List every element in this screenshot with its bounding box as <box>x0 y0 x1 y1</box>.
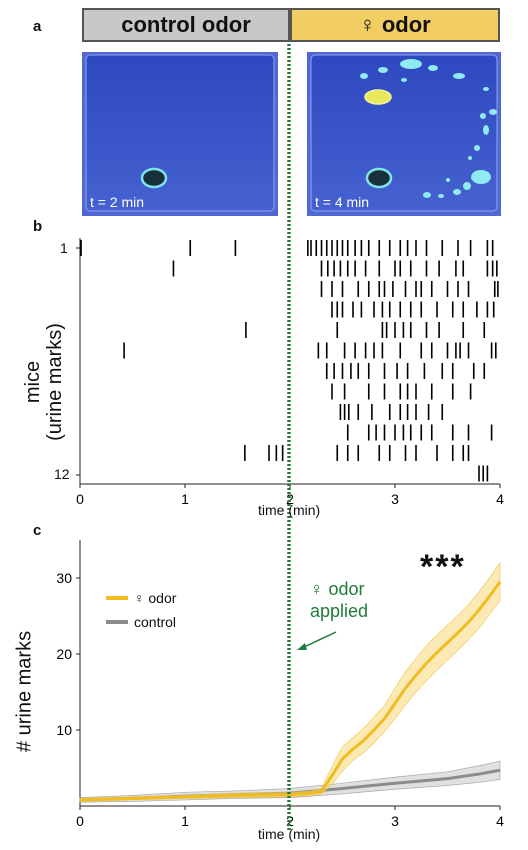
raster-ytick-bottom: 12 <box>54 466 70 482</box>
series-line-control <box>79 768 501 802</box>
legend-swatch-control <box>106 620 128 624</box>
line-xlabel: time (min) <box>258 826 321 842</box>
control-plate-image <box>82 52 278 216</box>
line-xtick-label: 3 <box>391 813 399 829</box>
line-xtick-label: 0 <box>76 813 84 829</box>
control-plate-photo: t = 2 min <box>82 52 278 216</box>
raster-xtick-label: 1 <box>181 491 189 507</box>
urine-marks <box>360 59 497 198</box>
legend-label-control: control <box>134 614 177 630</box>
annotation-line2: applied <box>310 601 369 621</box>
line-ytick-label: 20 <box>56 646 72 662</box>
annotation-line1: ♀ odor <box>310 579 365 599</box>
legend: ♀ odor control <box>106 586 176 634</box>
line-ylabel: # urine marks <box>13 630 36 753</box>
water-spot <box>140 167 168 189</box>
line-ytick-label: 30 <box>56 570 72 586</box>
female-odor-header: ♀ odor <box>290 8 500 42</box>
raster-ylabel-line2: (urine marks) <box>44 323 66 441</box>
odor-applied-annotation: ♀ odor applied <box>310 578 368 622</box>
odor-plate-photo: t = 4 min <box>307 52 501 216</box>
raster-xtick-label: 3 <box>391 491 399 507</box>
panel-letter-b: b <box>33 218 43 235</box>
water-spot <box>365 167 393 189</box>
legend-swatch-odor <box>106 596 128 600</box>
legend-item-odor: ♀ odor <box>106 586 176 610</box>
odor-spot <box>364 89 392 105</box>
raster-ylabel: mice (urine marks) <box>4 323 66 441</box>
legend-item-control: control <box>106 610 176 634</box>
raster-ylabel-line1: mice <box>22 360 44 404</box>
line-xtick-label: 4 <box>496 813 504 829</box>
significance-stars: *** <box>420 548 466 586</box>
raster-xtick-label: 4 <box>496 491 504 507</box>
series-band-control <box>79 760 501 803</box>
panel-letter-a: a <box>33 18 42 35</box>
panel-letter-c: c <box>33 522 42 539</box>
legend-label-odor: ♀ odor <box>134 590 177 606</box>
time-label-right: t = 4 min <box>315 194 370 210</box>
line-ytick-label: 10 <box>56 722 72 738</box>
raster-ytick-top: 1 <box>60 240 68 256</box>
time-label-left: t = 2 min <box>90 194 145 210</box>
odor-plate-image <box>307 52 501 216</box>
raster-xtick-label: 0 <box>76 491 84 507</box>
control-odor-header: control odor <box>82 8 290 42</box>
raster-xlabel: time (min) <box>258 502 321 518</box>
line-xtick-label: 1 <box>181 813 189 829</box>
